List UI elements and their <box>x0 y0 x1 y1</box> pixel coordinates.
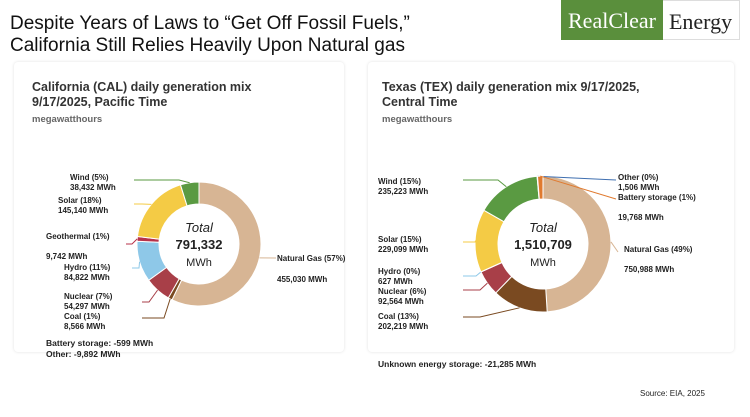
leader-geothermal <box>126 238 138 245</box>
brand-logo: RealClear Energy <box>561 0 741 40</box>
leader-battery-storage <box>540 175 617 200</box>
label-natural-gas: Natural Gas (49%) <box>624 245 693 254</box>
label-solar: Solar (18%) <box>58 196 102 205</box>
california-unit-label: megawatthours <box>32 114 103 125</box>
label-other: Other (0%) <box>618 173 659 182</box>
value-solar: 145,140 MWh <box>58 206 108 215</box>
leader-hydro <box>132 261 141 269</box>
label-nuclear: Nuclear (6%) <box>378 287 427 296</box>
california-title: California (CAL) daily generation mix 9/… <box>32 80 251 110</box>
slice-wind[interactable] <box>483 175 540 223</box>
brand-part-1: RealClear <box>561 0 663 40</box>
slice-natural-gas[interactable] <box>542 175 612 313</box>
label-nuclear: Nuclear (7%) <box>64 292 113 301</box>
center-total-label: Total <box>529 220 558 235</box>
california-panel: California (CAL) daily generation mix 9/… <box>14 62 346 359</box>
headline: Despite Years of Laws to “Get Off Fossil… <box>10 13 410 57</box>
headline-line-2: California Still Relies Heavily Upon Nat… <box>10 35 405 56</box>
value-nuclear: 54,297 MWh <box>64 302 110 311</box>
leader-nuclear <box>463 282 488 291</box>
label-hydro: Hydro (11%) <box>64 263 111 272</box>
slice-wind[interactable] <box>179 181 200 207</box>
texas-title: Texas (TEX) daily generation mix 9/17/20… <box>382 80 640 110</box>
leader-natural-gas <box>610 241 619 253</box>
california-donut-chart: Natural Gas (57%) 455,030 MWh Coal (1%)8,5… <box>46 173 346 331</box>
value-coal: 8,566 MWh <box>64 322 105 331</box>
label-hydro: Hydro (0%) <box>378 267 421 276</box>
value-nuclear: 92,564 MWh <box>378 297 424 306</box>
slice-solar[interactable] <box>136 184 188 240</box>
value-battery-storage: 19,768 MWh <box>618 213 664 222</box>
texas-title-line-2: Central Time <box>382 95 458 109</box>
label-battery-storage: Battery storage (1%) <box>618 193 696 202</box>
leader-hydro <box>463 271 482 277</box>
slice-battery-storage[interactable] <box>536 175 544 200</box>
label-wind: Wind (15%) <box>378 177 421 186</box>
leader-coal <box>142 298 171 319</box>
center-total-label: Total <box>185 220 214 235</box>
texas-footnote-storage: Unknown energy storage: -21,285 MWh <box>378 359 537 369</box>
label-geothermal: Geothermal (1%) <box>46 232 110 241</box>
california-title-line-1: California (CAL) daily generation mix <box>32 80 252 94</box>
leader-wind <box>134 179 190 184</box>
value-other: 1,506 MWh <box>618 183 659 192</box>
label-coal: Coal (1%) <box>64 312 101 321</box>
brand-part-2: Energy <box>662 0 741 40</box>
value-coal: 202,219 MWh <box>378 322 428 331</box>
source-note: Source: EIA, 2025 <box>640 389 705 398</box>
value-solar: 229,099 MWh <box>378 245 428 254</box>
leader-other <box>537 175 617 181</box>
california-footnote-other: Other: -9,892 MWh <box>46 349 121 359</box>
center-total-unit: MWh <box>530 257 556 269</box>
value-wind: 235,223 MWh <box>378 187 428 196</box>
label-solar: Solar (15%) <box>378 235 422 244</box>
leader-solar <box>463 240 477 243</box>
leader-coal <box>463 307 520 318</box>
leader-nuclear <box>142 289 158 303</box>
value-geothermal: 9,742 MWh <box>46 252 87 261</box>
headline-line-1: Despite Years of Laws to “Get Off Fossil… <box>10 13 410 34</box>
california-title-line-2: 9/17/2025, Pacific Time <box>32 95 168 109</box>
center-total-value: 791,332 <box>176 237 223 252</box>
value-wind: 38,432 MWh <box>70 183 116 192</box>
center-total-value: 1,510,709 <box>514 237 572 252</box>
texas-unit-label: megawatthours <box>382 114 453 125</box>
california-footnote-battery: Battery storage: -599 MWh <box>46 338 154 348</box>
label-natural-gas: Natural Gas (57%) <box>277 254 346 263</box>
texas-panel: Texas (TEX) daily generation mix 9/17/20… <box>368 62 734 369</box>
value-hydro: 627 MWh <box>378 277 413 286</box>
center-total-unit: MWh <box>186 257 212 269</box>
value-hydro: 84,822 MWh <box>64 273 110 282</box>
value-natural-gas: 455,030 MWh <box>277 275 327 284</box>
leader-wind <box>463 179 507 188</box>
slice-natural-gas[interactable] <box>171 181 262 307</box>
label-coal: Coal (13%) <box>378 312 419 321</box>
label-wind: Wind (5%) <box>70 173 109 182</box>
texas-donut-chart: Natural Gas (49%) 750,988 MWh Coal (13%)20… <box>378 173 696 331</box>
value-natural-gas: 750,988 MWh <box>624 265 674 274</box>
texas-title-line-1: Texas (TEX) daily generation mix 9/17/20… <box>382 80 640 94</box>
